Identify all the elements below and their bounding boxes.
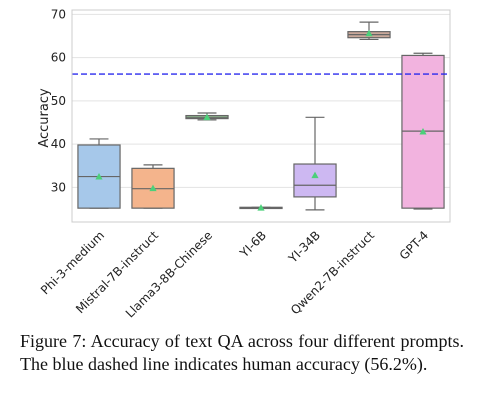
- y-tick-label: 50: [51, 94, 66, 108]
- box-phi-3-medium: [77, 138, 121, 209]
- box-gpt-4: [401, 52, 445, 210]
- mean-marker: [203, 113, 211, 121]
- x-tick-label: YI-34B: [285, 228, 323, 266]
- mean-marker: [419, 127, 427, 135]
- grid-lines: [72, 13, 450, 188]
- y-axis-label: Accuracy: [37, 88, 52, 148]
- y-tick-label: 60: [51, 51, 66, 65]
- mean-marker: [257, 204, 265, 211]
- x-tick-label: GPT-4: [397, 228, 431, 262]
- figure-caption: Figure 7: Accuracy of text QA across fou…: [20, 331, 464, 374]
- box-yi-6b: [239, 204, 283, 211]
- mean-marker: [365, 29, 373, 37]
- y-tick-label: 40: [51, 137, 66, 151]
- y-tick-label: 30: [51, 180, 66, 194]
- y-tick-label: 70: [51, 7, 66, 21]
- plot-frame: [71, 9, 451, 223]
- box-llama3-8b-chinese: [185, 112, 229, 121]
- box-qwen2-7b-instruct: [347, 21, 391, 41]
- box-yi-34b: [293, 116, 337, 211]
- x-tick-label: YI-6B: [237, 228, 270, 261]
- box-mistral-7b-instruct: [131, 164, 175, 209]
- mean-marker: [95, 172, 103, 180]
- box-plot-chart: 3040506070Phi-3-mediumMistral-7B-instruc…: [37, 7, 451, 321]
- mean-marker: [149, 184, 157, 192]
- box-body: [293, 163, 337, 198]
- mean-marker: [311, 171, 319, 179]
- box-series: [77, 21, 445, 211]
